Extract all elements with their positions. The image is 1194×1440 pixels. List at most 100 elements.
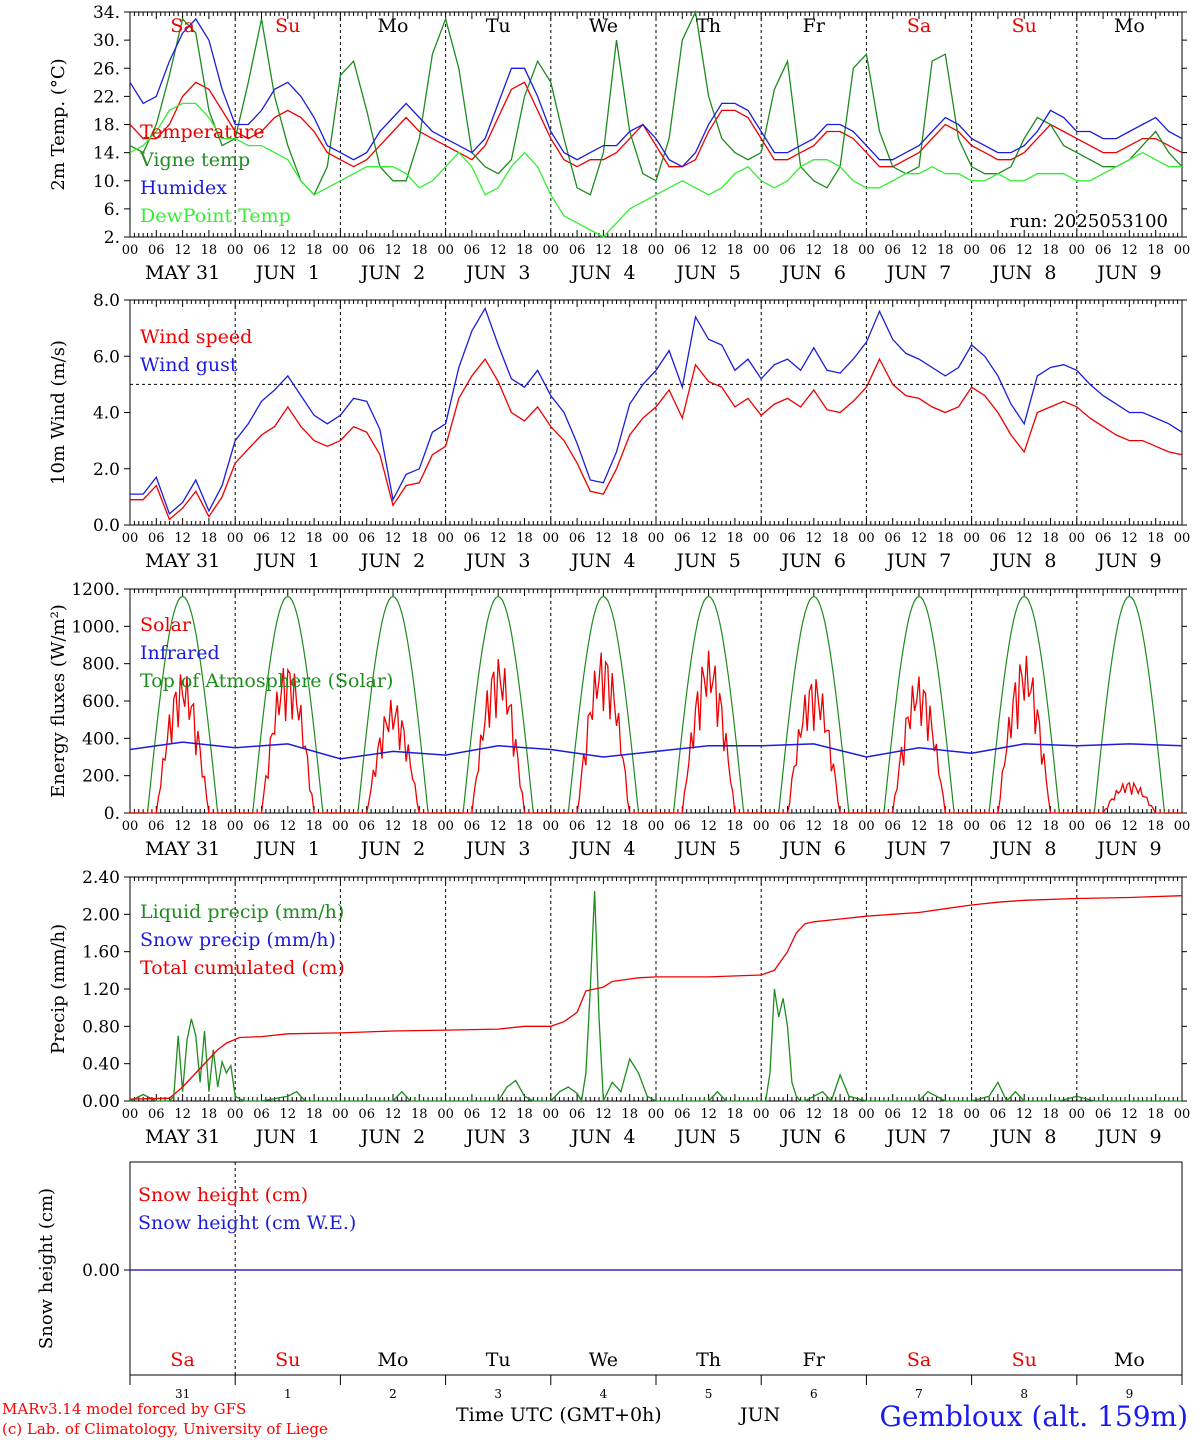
day-number-label: 5 [705, 1387, 713, 1401]
hour-tick-label: 00 [753, 243, 770, 258]
weekday-label: Mo [1114, 15, 1145, 37]
hour-tick-label: 00 [332, 1107, 349, 1122]
hour-tick-label: 00 [753, 819, 770, 834]
hour-tick-label: 12 [174, 1107, 191, 1122]
hour-tick-label: 06 [148, 243, 165, 258]
hour-tick-label: 18 [621, 819, 638, 834]
hour-tick-label: 00 [437, 531, 454, 546]
date-label: JUN 2 [359, 550, 425, 572]
hour-tick-label: 18 [937, 243, 954, 258]
hour-tick-label: 12 [700, 243, 717, 258]
weekday-label: Mo [1114, 1349, 1145, 1371]
hour-tick-label: 18 [516, 243, 533, 258]
hour-tick-label: 12 [806, 1107, 823, 1122]
hour-tick-label: 18 [621, 531, 638, 546]
hour-tick-label: 12 [280, 531, 297, 546]
hour-tick-label: 18 [1042, 1107, 1059, 1122]
date-label: JUN 9 [1095, 550, 1161, 572]
hour-tick-label: 12 [385, 243, 402, 258]
hour-tick-label: 06 [569, 243, 586, 258]
hour-tick-label: 18 [832, 1107, 849, 1122]
hour-tick-label: 12 [806, 531, 823, 546]
date-label: JUN 9 [1095, 1126, 1161, 1148]
hour-tick-label: 06 [779, 819, 796, 834]
y-tick-label: 22. [93, 87, 120, 107]
date-label: JUN 6 [780, 838, 846, 860]
hour-tick-label: 12 [595, 243, 612, 258]
date-label: JUN 8 [990, 838, 1056, 860]
date-label: JUN 1 [254, 838, 320, 860]
date-label: JUN 8 [990, 550, 1056, 572]
hour-tick-label: 12 [911, 531, 928, 546]
hour-tick-label: 00 [122, 243, 139, 258]
hour-tick-label: 12 [490, 1107, 507, 1122]
weekday-label: We [589, 1349, 618, 1371]
hour-tick-label: 06 [779, 1107, 796, 1122]
y-tick-label: 30. [93, 31, 120, 51]
hour-tick-label: 12 [385, 531, 402, 546]
hour-tick-label: 12 [806, 819, 823, 834]
hour-tick-label: 00 [858, 243, 875, 258]
hour-tick-label: 00 [332, 531, 349, 546]
snow-panel: 0.00 Snow height (cm) Snow height (cm) Snow… [36, 1161, 1183, 1401]
y-tick-label: 800. [82, 655, 120, 675]
date-label: JUN 3 [464, 550, 530, 572]
y-axis-label: Energy fluxes (W/m²) [48, 604, 69, 798]
hour-tick-label: 00 [648, 1107, 665, 1122]
series-line [130, 306, 1183, 515]
legend-entry: Infrared [140, 642, 220, 664]
hour-tick-label: 18 [1147, 819, 1164, 834]
legend-entry: Liquid precip (mm/h) [140, 901, 344, 923]
run-label: run: 2025053100 [1010, 211, 1168, 232]
date-label: JUN 7 [885, 262, 951, 284]
hour-tick-label: 00 [648, 531, 665, 546]
hour-tick-label: 12 [490, 819, 507, 834]
hour-tick-label: 12 [280, 819, 297, 834]
date-label: JUN 1 [254, 550, 320, 572]
day-number-label: 7 [915, 1387, 923, 1401]
hour-tick-label: 18 [411, 819, 428, 834]
hour-tick-label: 06 [358, 1107, 375, 1122]
energy-panel: 0. 200. 400. 600. 800. 1000. 1200.Energy fluxe… [48, 580, 1190, 860]
hour-tick-label: 18 [832, 819, 849, 834]
legend-entry: Total cumulated (cm) [140, 957, 345, 979]
hour-tick-label: 18 [516, 819, 533, 834]
hour-tick-label: 18 [411, 243, 428, 258]
y-tick-label: 0.00 [82, 1092, 120, 1112]
hour-tick-label: 00 [1174, 819, 1191, 834]
hour-tick-label: 00 [1174, 1107, 1191, 1122]
weekday-label: Tu [486, 1349, 511, 1371]
y-tick-label: 2. [104, 228, 120, 248]
hour-tick-label: 00 [858, 1107, 875, 1122]
wind-panel: 0.0 2.0 4.0 6.0 8.0 10m Wind (m/s) Wind speed W… [48, 291, 1190, 572]
hour-tick-label: 06 [464, 243, 481, 258]
hour-tick-label: 00 [543, 1107, 560, 1122]
hour-tick-label: 06 [884, 531, 901, 546]
date-label: JUN 4 [569, 550, 635, 572]
date-label: JUN 1 [254, 1126, 320, 1148]
legend-entry: DewPoint Temp [140, 205, 291, 227]
hour-tick-label: 06 [1095, 1107, 1112, 1122]
y-tick-label: 14. [93, 144, 120, 164]
date-label: JUN 2 [359, 1126, 425, 1148]
date-label: JUN 3 [464, 838, 530, 860]
hour-tick-label: 12 [174, 243, 191, 258]
model-credit: MARv3.14 model forced by GFS [2, 1400, 247, 1418]
plot-frame [129, 299, 1183, 526]
hour-tick-label: 18 [832, 531, 849, 546]
weekday-label: Mo [378, 1349, 409, 1371]
y-tick-label: 600. [82, 692, 120, 712]
hour-tick-label: 12 [700, 1107, 717, 1122]
hour-tick-label: 06 [1095, 243, 1112, 258]
hour-tick-label: 06 [569, 1107, 586, 1122]
hour-tick-label: 18 [937, 531, 954, 546]
hour-tick-label: 18 [306, 243, 323, 258]
station-name: Gembloux (alt. 159m) [879, 1400, 1189, 1433]
hour-tick-label: 06 [990, 243, 1007, 258]
y-tick-label: 6. [104, 200, 120, 220]
hour-tick-label: 18 [1042, 531, 1059, 546]
y-tick-label: 18. [93, 116, 120, 136]
hour-tick-label: 12 [1016, 531, 1033, 546]
hour-tick-label: 12 [1121, 531, 1138, 546]
weekday-label: Sa [907, 1349, 931, 1371]
